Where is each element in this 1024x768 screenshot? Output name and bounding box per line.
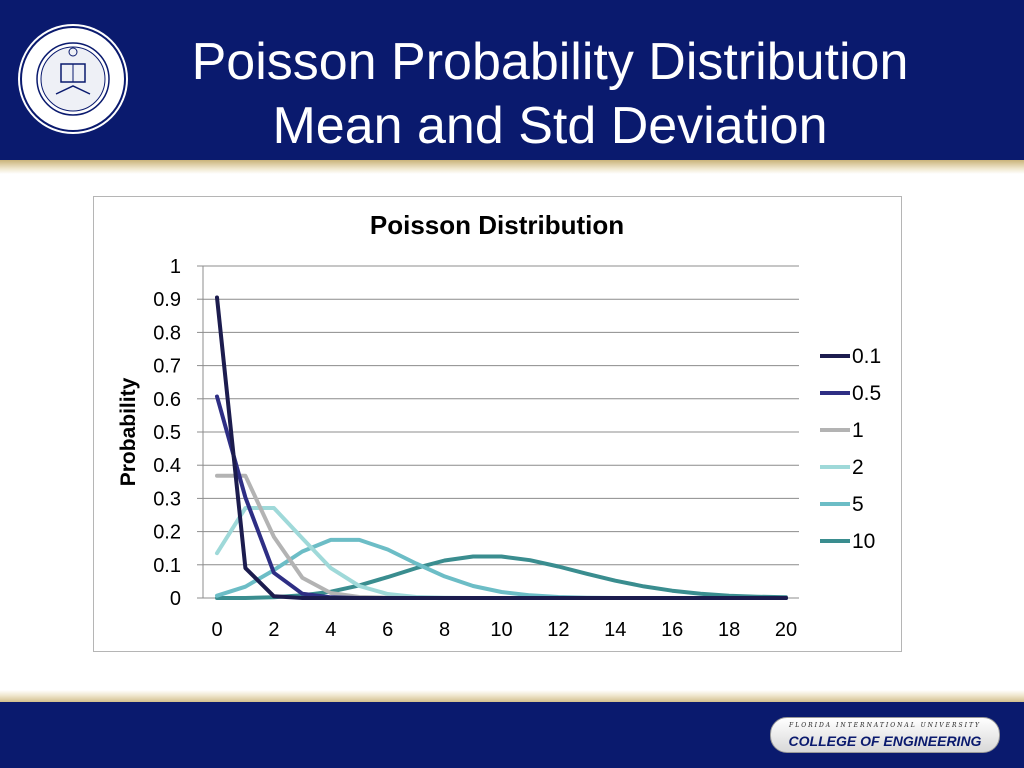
x-tick-label: 10 <box>490 619 512 641</box>
y-tick-label: 0.9 <box>153 289 181 311</box>
x-tick-label: 0 <box>211 619 222 641</box>
footer-gold-band <box>0 690 1024 704</box>
x-tick-label: 18 <box>718 619 740 641</box>
series-line-0-5 <box>215 394 788 600</box>
series-line-5 <box>215 537 788 600</box>
y-tick-label: 0.6 <box>153 389 181 411</box>
x-tick-label: 20 <box>775 619 797 641</box>
y-tick-label: 0.2 <box>153 522 181 544</box>
y-axis-label: Probability <box>117 377 140 486</box>
slide-header <box>0 0 1024 165</box>
legend-label-1: 1 <box>852 419 864 442</box>
y-tick-label: 0.5 <box>153 422 181 444</box>
legend: 0.1 0.5 1 2 5 10 <box>820 345 881 553</box>
x-tick-label: 14 <box>604 619 626 641</box>
y-tick-labels: 0 0.1 0.2 0.3 0.4 0.5 0.6 0.7 0.8 0.9 1 <box>153 256 181 610</box>
y-tick-label: 0.4 <box>153 455 181 477</box>
legend-label-0-5: 0.5 <box>852 382 881 405</box>
legend-label-2: 2 <box>852 456 864 479</box>
title-line-1: Poisson Probability Distribution <box>191 33 909 91</box>
title-line-2: Mean and Std Deviation <box>272 97 828 155</box>
gridlines <box>197 265 799 599</box>
chart-container: Poisson Distribution Probability 0 0.1 0.2… <box>93 196 902 652</box>
series-lines <box>215 295 788 600</box>
y-tick-label: 0.1 <box>153 555 181 577</box>
x-tick-label: 16 <box>661 619 683 641</box>
x-tick-label: 12 <box>547 619 569 641</box>
badge-college-name: COLLEGE OF ENGINEERING <box>788 733 982 749</box>
university-seal <box>18 24 128 134</box>
legend-label-0-1: 0.1 <box>852 345 881 368</box>
badge-university-name: FLORIDA INTERNATIONAL UNIVERSITY <box>789 722 981 729</box>
y-tick-label: 1 <box>170 256 181 278</box>
x-tick-label: 2 <box>268 619 279 641</box>
legend-label-5: 5 <box>852 493 864 516</box>
x-tick-label: 6 <box>382 619 393 641</box>
x-tick-label: 4 <box>325 619 336 641</box>
y-tick-label: 0.3 <box>153 488 181 510</box>
y-tick-label: 0.8 <box>153 322 181 344</box>
series-line-0-1 <box>215 295 788 600</box>
x-tick-labels: 0 2 4 6 8 10 12 14 16 18 20 <box>211 619 797 641</box>
legend-label-10: 10 <box>852 530 875 553</box>
slide-title: Poisson Probability Distribution Mean an… <box>150 30 950 158</box>
y-tick-label: 0 <box>170 588 181 610</box>
college-badge: FLORIDA INTERNATIONAL UNIVERSITY COLLEGE… <box>770 717 1000 753</box>
header-gold-band <box>0 160 1024 174</box>
x-tick-label: 8 <box>439 619 450 641</box>
y-tick-label: 0.7 <box>153 356 181 378</box>
chart-title: Poisson Distribution <box>370 210 624 240</box>
poisson-chart: Poisson Distribution Probability 0 0.1 0.2… <box>117 210 881 641</box>
